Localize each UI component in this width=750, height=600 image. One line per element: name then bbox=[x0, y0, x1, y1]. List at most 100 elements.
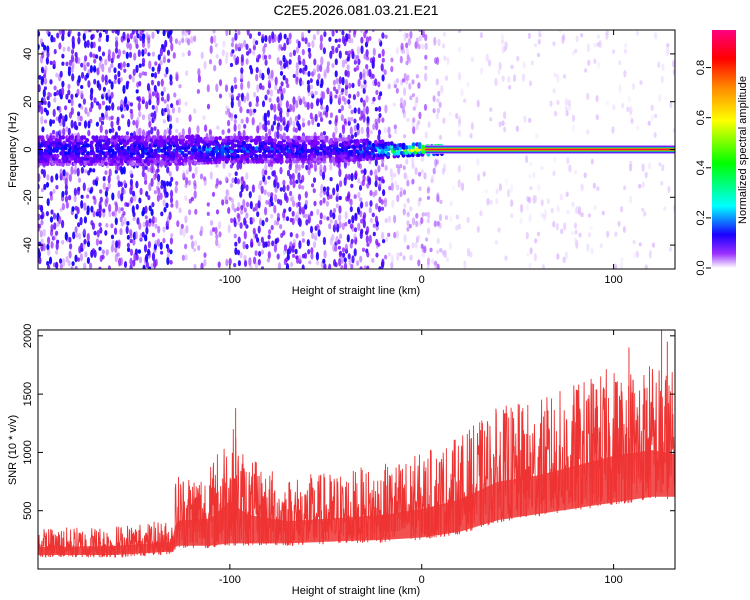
spectrogram-noise-cell bbox=[387, 215, 391, 223]
spectrogram-noise-cell bbox=[495, 188, 499, 195]
spectrogram-noise-cell bbox=[166, 166, 170, 174]
spectrogram-noise-cell bbox=[573, 222, 578, 229]
spectrogram-noise-cell bbox=[382, 239, 386, 244]
spectrogram-noise-cell bbox=[185, 177, 189, 186]
spectrogram-noise-cell bbox=[246, 92, 250, 102]
spectrogram-noise-cell bbox=[42, 169, 47, 179]
spectrogram-noise-cell bbox=[316, 208, 320, 216]
spectrogram-noise-cell bbox=[147, 52, 151, 57]
spectrogram-noise-cell bbox=[627, 95, 631, 103]
spectrogram-noise-cell bbox=[89, 51, 93, 58]
spectrogram-noise-cell bbox=[388, 185, 392, 191]
spectrogram-noise-cell bbox=[418, 197, 422, 202]
spectrogram-noise-cell bbox=[64, 189, 68, 196]
spectrogram-band-cell bbox=[254, 146, 259, 151]
spectrogram-noise-cell bbox=[356, 260, 360, 266]
spectrogram-noise-cell bbox=[353, 118, 357, 124]
spectrogram-noise-cell bbox=[279, 60, 283, 66]
spectrogram-noise-cell bbox=[38, 213, 41, 221]
spectrogram-noise-cell bbox=[98, 103, 102, 110]
spectrogram-noise-cell bbox=[424, 65, 428, 71]
spectrogram-noise-cell bbox=[154, 239, 158, 246]
spectrogram-noise-cell bbox=[141, 49, 145, 57]
spectrogram-noise-cell bbox=[114, 201, 118, 206]
spectrogram-noise-cell bbox=[477, 173, 481, 182]
spectrogram-band-cell bbox=[169, 151, 174, 156]
spectrogram-noise-cell bbox=[661, 164, 665, 172]
spectrogram-noise-cell bbox=[110, 91, 114, 99]
spectrogram-noise-cell bbox=[288, 206, 292, 212]
spectrogram-noise-cell bbox=[553, 156, 557, 163]
spectrogram-noise-cell bbox=[574, 229, 578, 235]
spectrogram-noise-cell bbox=[406, 226, 410, 232]
spectrogram-noise-cell bbox=[121, 114, 125, 119]
spectrogram-noise-cell bbox=[273, 114, 277, 122]
spectrogram-band-cell bbox=[178, 145, 182, 150]
spectrogram-noise-cell bbox=[180, 223, 184, 230]
spectrogram-noise-cell bbox=[392, 102, 396, 107]
spectrogram-noise-cell bbox=[586, 129, 590, 135]
spectrogram-noise-cell bbox=[248, 257, 252, 267]
spectrogram-noise-cell bbox=[169, 249, 173, 255]
spectrogram-noise-cell bbox=[252, 38, 256, 47]
spectrogram-noise-cell bbox=[102, 86, 106, 92]
spectrogram-noise-cell bbox=[225, 55, 229, 65]
spectrogram-noise-cell bbox=[116, 30, 120, 36]
snr-x-axis-label: Height of straight line (km) bbox=[292, 585, 420, 597]
spectrogram-noise-cell bbox=[297, 54, 301, 63]
spectrogram-noise-cell bbox=[339, 250, 343, 256]
spectrogram-noise-cell bbox=[266, 120, 271, 126]
spectrogram-noise-cell bbox=[141, 71, 145, 76]
spectrogram-noise-cell bbox=[378, 53, 382, 59]
spectrogram-noise-cell bbox=[156, 30, 160, 35]
spectrogram-noise-cell bbox=[145, 253, 149, 263]
spectrogram-noise-cell bbox=[362, 87, 366, 94]
spectrogram-noise-cell bbox=[136, 217, 140, 225]
spectrogram-noise-cell bbox=[369, 190, 373, 197]
snr-x-ticks: -100 0 100 bbox=[219, 330, 623, 586]
spectrogram-noise-cell bbox=[55, 230, 59, 236]
spectrogram-noise-cell bbox=[240, 67, 244, 74]
spectrogram-noise-cell bbox=[347, 219, 351, 225]
spectrogram-noise-cell bbox=[39, 230, 43, 238]
spectrogram-noise-cell bbox=[91, 222, 95, 230]
y-tick-label: -20 bbox=[22, 189, 34, 205]
spectrogram-noise-cell bbox=[261, 219, 265, 227]
spectrogram-band-cell bbox=[64, 151, 68, 156]
spectrogram-band-cell bbox=[324, 135, 329, 140]
spectrogram-noise-cell bbox=[86, 257, 90, 264]
spectrogram-noise-cell bbox=[40, 204, 44, 213]
spectrogram-noise-cell bbox=[354, 212, 358, 219]
spectrogram-noise-cell bbox=[485, 53, 489, 63]
spectrogram-noise-cell bbox=[444, 75, 449, 82]
spectrogram-noise-cell bbox=[381, 258, 385, 268]
spectrogram-noise-cell bbox=[193, 190, 197, 199]
spectrogram-noise-cell bbox=[385, 236, 389, 242]
spectrogram-noise-cell bbox=[53, 92, 57, 97]
spectrogram-noise-cell bbox=[144, 205, 148, 214]
spectrogram-noise-cell bbox=[251, 117, 255, 126]
spectrogram-noise-cell bbox=[411, 178, 415, 185]
spectrogram-noise-cell bbox=[61, 53, 65, 59]
spectrogram-noise-cell bbox=[67, 83, 71, 90]
spectrogram-noise-cell bbox=[256, 84, 260, 93]
spectrogram-noise-cell bbox=[365, 36, 369, 44]
spectrogram-noise-cell bbox=[143, 71, 148, 77]
spectrogram-noise-cell bbox=[200, 225, 204, 234]
spectrogram-noise-cell bbox=[424, 42, 428, 51]
spectrogram-noise-cell bbox=[409, 30, 413, 39]
spectrogram-band-cell bbox=[359, 138, 364, 144]
spectrogram-noise-cell bbox=[156, 185, 160, 191]
spectrogram-noise-cell bbox=[374, 189, 378, 196]
spectrogram-noise-cell bbox=[365, 226, 370, 234]
spectrogram-band-cell bbox=[264, 154, 269, 159]
spectrogram-noise-cell bbox=[59, 113, 63, 120]
spectrogram-noise-cell bbox=[169, 123, 173, 130]
spectrogram-noise-cell bbox=[320, 78, 324, 87]
spectrogram-noise-cell bbox=[150, 263, 154, 268]
spectrogram-noise-cell bbox=[108, 203, 112, 212]
spectrogram-noise-cell bbox=[261, 100, 266, 108]
spectrogram-noise-cell bbox=[129, 32, 133, 40]
snr-frame bbox=[37, 329, 676, 570]
spectrogram-noise-cell bbox=[411, 93, 415, 98]
